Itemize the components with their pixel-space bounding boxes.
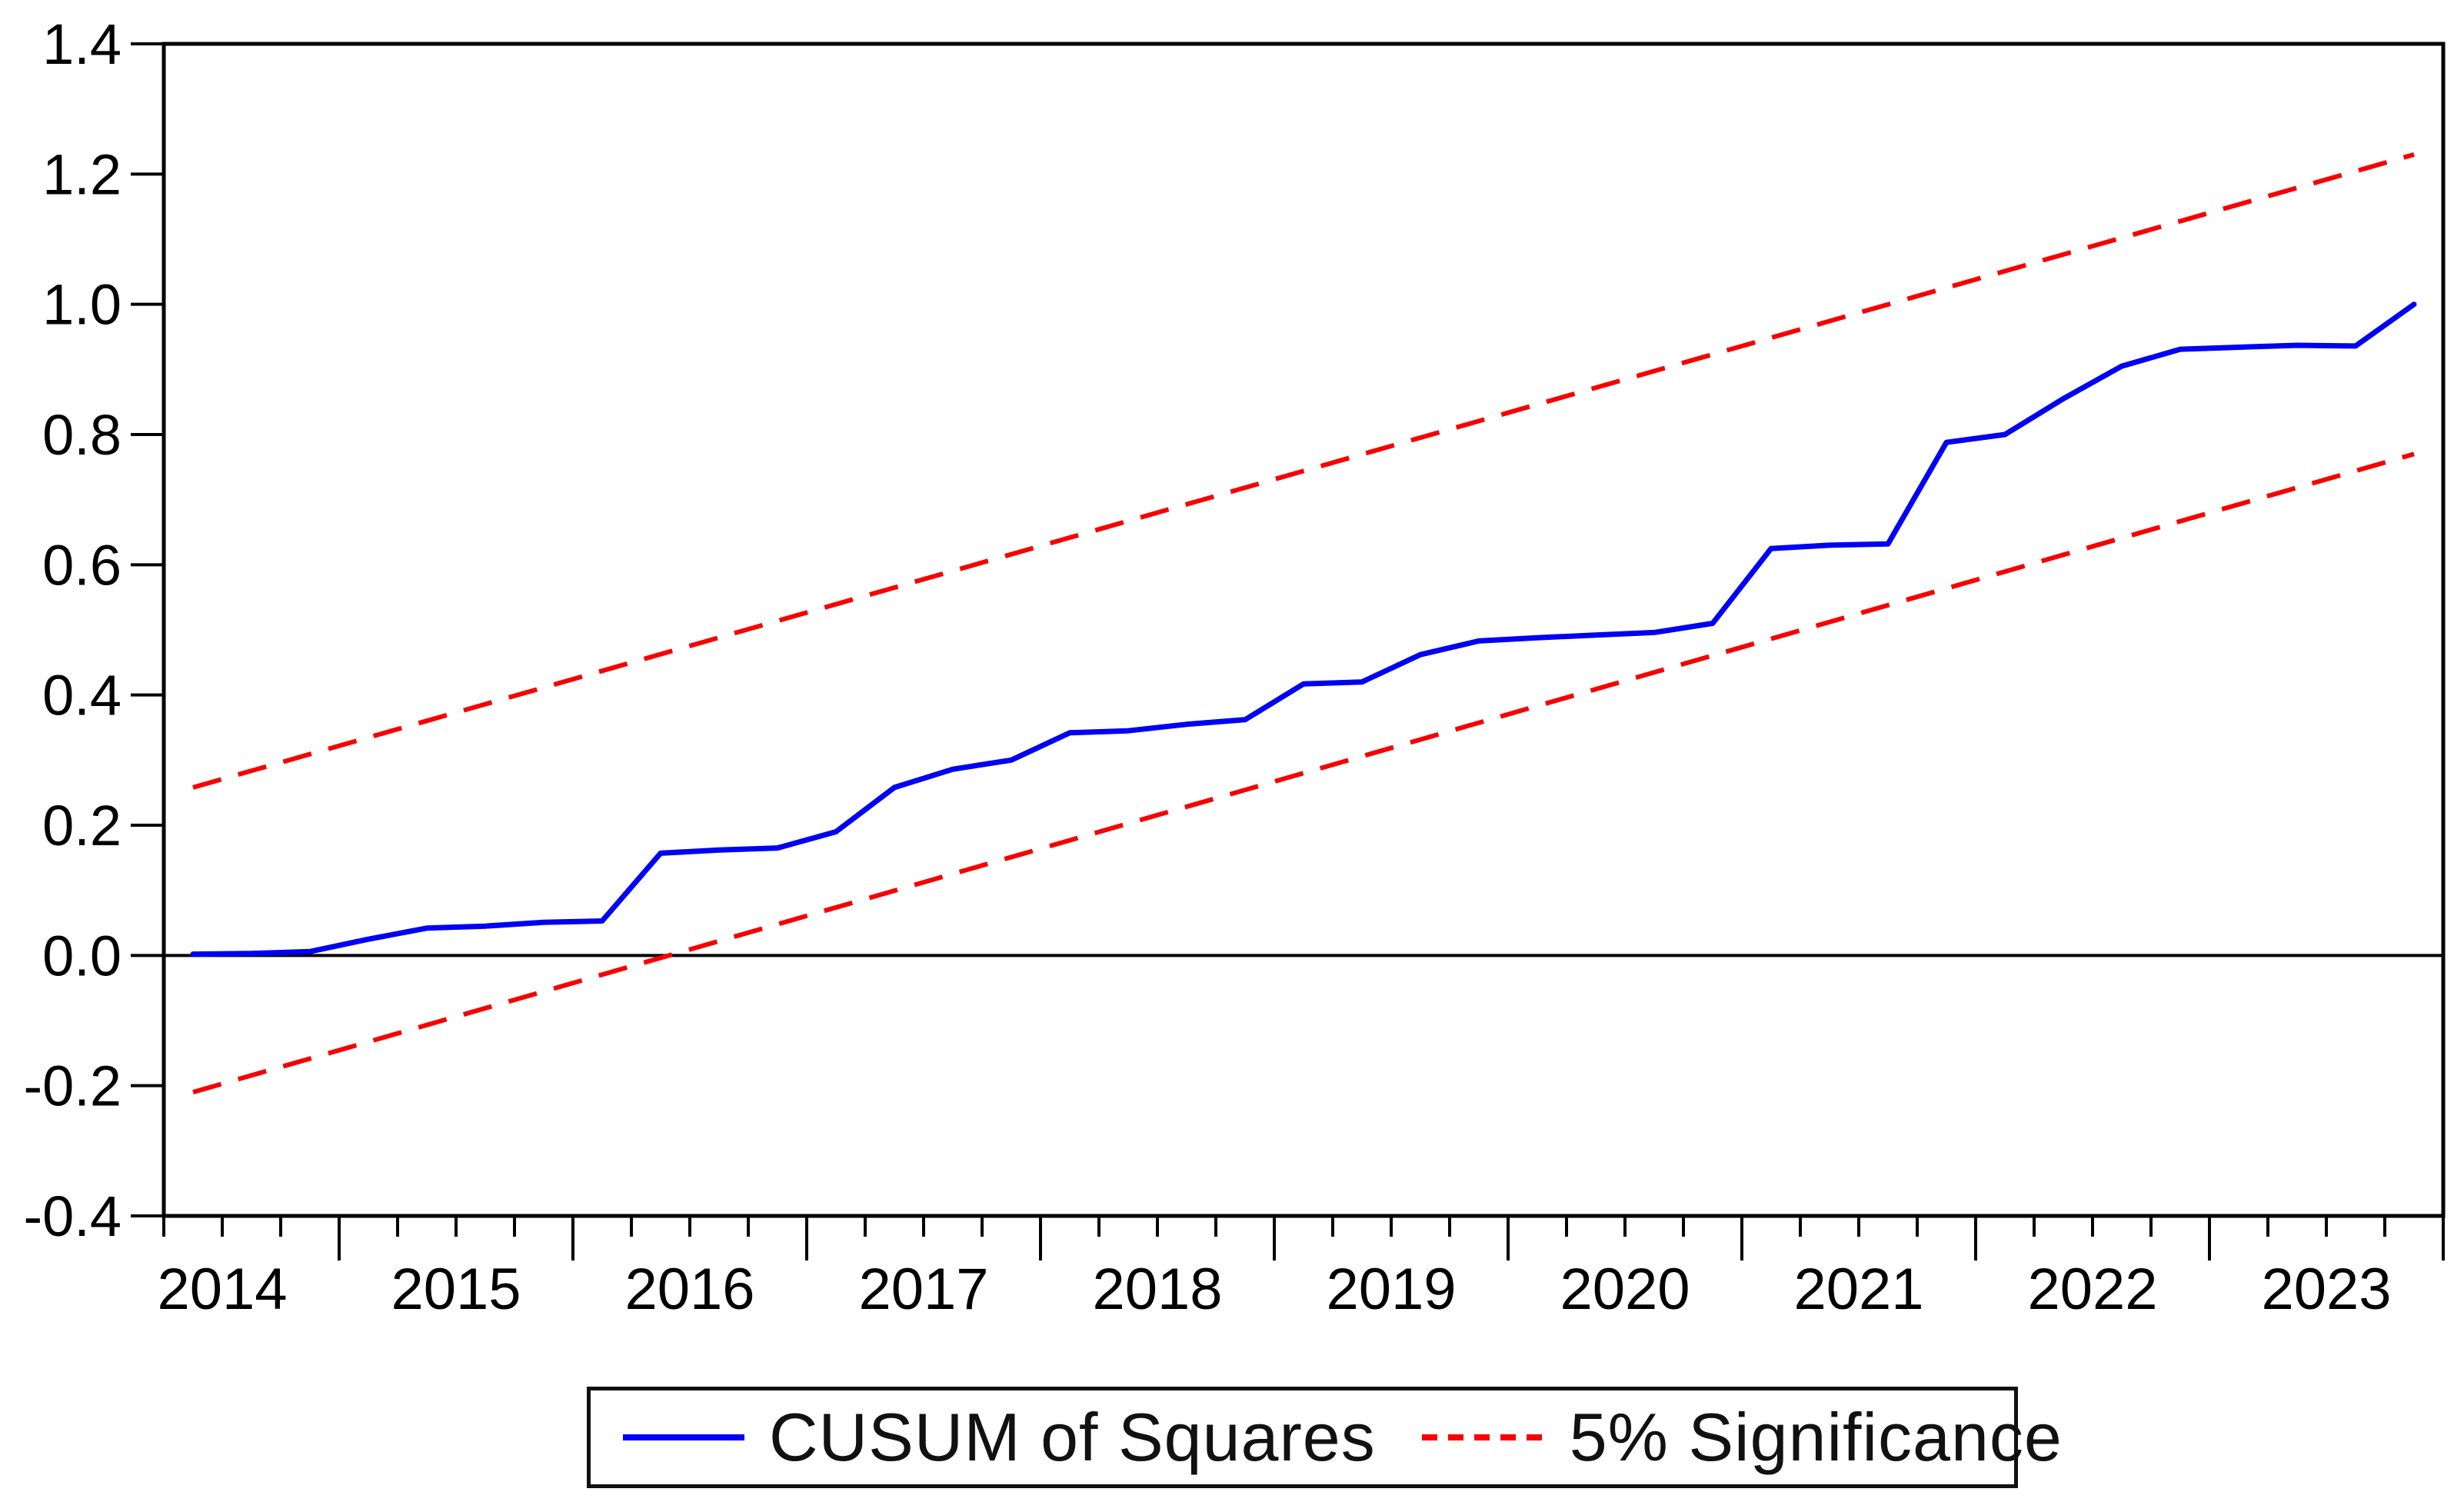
x-tick-label: 2018: [1092, 1257, 1222, 1322]
y-tick-label: 0.8: [42, 403, 122, 467]
x-tick-label: 2016: [624, 1257, 754, 1322]
upper-5pct-band-line: [192, 152, 2415, 790]
y-tick-label: 0.4: [42, 664, 122, 728]
y-tick-label: 1.2: [42, 142, 122, 206]
x-tick-label: 2015: [391, 1257, 521, 1322]
y-tick-label: 1.0: [42, 273, 122, 337]
legend-label-significance: 5% Significance: [1569, 1399, 2063, 1475]
y-tick-label: -0.2: [23, 1054, 122, 1118]
x-tick-label: 2017: [858, 1257, 988, 1322]
cusum-line-swatch-icon: [623, 1434, 744, 1440]
x-tick-label: 2021: [1793, 1257, 1923, 1322]
x-tick-label: 2014: [157, 1257, 287, 1322]
legend-label-cusum: CUSUM of Squares: [769, 1399, 1376, 1475]
cusum-of-squares-line: [190, 301, 2417, 957]
y-tick-label: 0.6: [42, 533, 122, 597]
y-tick-label: 0.0: [42, 924, 122, 987]
plot-border: [161, 42, 2446, 1218]
x-tick-label: 2019: [1326, 1257, 1456, 1322]
y-tick-label: -0.4: [23, 1184, 122, 1248]
x-tick-label: 2020: [1560, 1257, 1690, 1322]
y-tick-label: 1.4: [42, 12, 122, 76]
x-tick-label: 2022: [2027, 1257, 2157, 1322]
y-tick-label: 0.2: [42, 794, 122, 858]
legend: CUSUM of Squares 5% Significance: [587, 1387, 2062, 1488]
significance-line-swatch-icon: [1421, 1434, 1545, 1440]
x-tick-label: 2023: [2261, 1257, 2391, 1322]
lower-5pct-band-line: [192, 451, 2415, 1095]
